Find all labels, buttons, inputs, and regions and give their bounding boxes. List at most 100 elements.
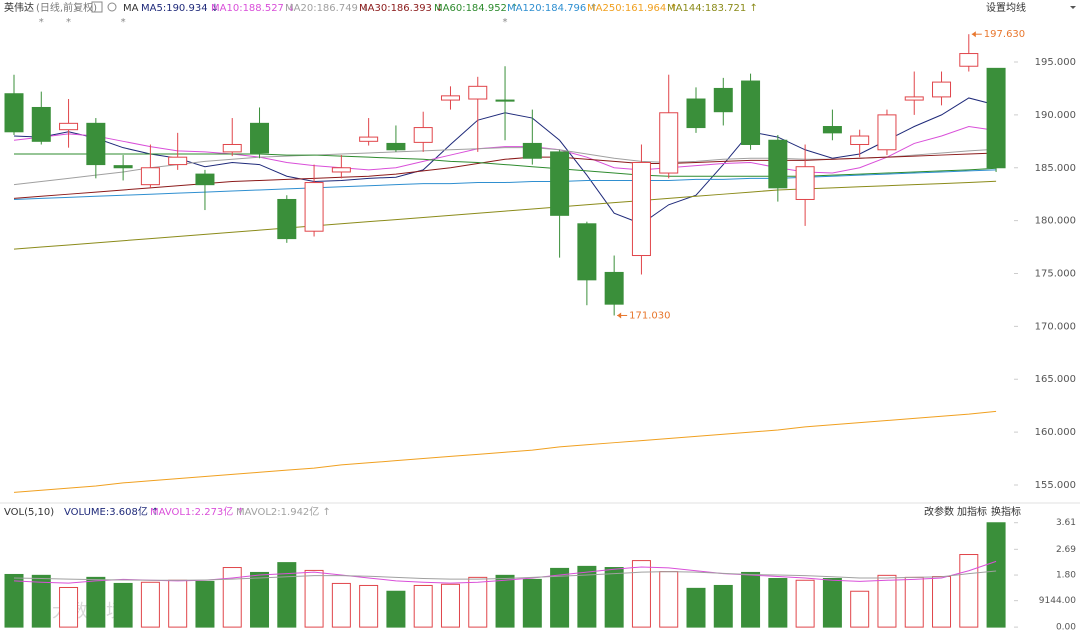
volume-bar	[822, 578, 842, 628]
volume-bar	[31, 574, 51, 628]
volume-bar	[850, 590, 870, 628]
settings-button[interactable]: 设置均线	[986, 1, 1026, 14]
volume-bar	[113, 582, 133, 628]
candle-body	[850, 135, 870, 145]
legend-entry: MA10:188.527 ↓	[211, 3, 295, 14]
volume-bar	[386, 590, 406, 628]
candle-body	[577, 223, 597, 281]
volume-bar	[877, 574, 897, 628]
candle-body	[386, 142, 406, 151]
candle-body	[31, 106, 51, 142]
ma-line	[13, 570, 997, 581]
legend-entry: MA30:186.393 ↓	[359, 3, 443, 14]
volume-label: VOLUME:3.608亿 ↑	[64, 505, 159, 518]
ma-line	[13, 560, 997, 584]
legend-entry: MA20:186.749 ↓	[285, 3, 369, 14]
y-tick-label: 175.000	[1035, 268, 1076, 279]
candle-body	[4, 93, 24, 133]
ma-label: MA	[123, 3, 139, 14]
candle-body	[195, 173, 215, 186]
annotation-label: 171.030	[629, 310, 670, 321]
candle-body	[59, 122, 79, 131]
candle-body	[140, 167, 160, 186]
volume-bar	[4, 573, 24, 628]
legend-entry: MA60:184.952 ↑	[434, 3, 518, 14]
y-tick-label: 170.000	[1035, 321, 1076, 332]
volume-bar	[168, 579, 188, 628]
button[interactable]: 加指标	[957, 505, 987, 518]
candle-body	[168, 156, 188, 166]
candle-body	[550, 151, 570, 216]
candle-body	[932, 81, 952, 98]
volume-bar	[550, 567, 570, 628]
candle-body	[959, 53, 979, 67]
candle-body	[522, 142, 542, 159]
candle-body	[741, 80, 761, 145]
annotation-arrow-head	[971, 31, 976, 38]
volume-bar	[713, 584, 733, 628]
volume-bar	[604, 567, 624, 628]
volume-bar	[631, 560, 651, 628]
volume-title: VOL(5,10)	[4, 507, 54, 518]
legend-entry: MA250:161.964 ↑	[587, 3, 678, 14]
candle-body	[359, 136, 379, 142]
volume-bar	[986, 522, 1006, 628]
legend-entry: MA144:183.721 ↑	[667, 3, 758, 14]
volume-bar	[413, 584, 433, 628]
y-tick-label: 2.69	[1056, 545, 1076, 555]
ma-line	[13, 152, 997, 199]
volume-bar	[277, 562, 297, 628]
y-tick-label: 190.000	[1035, 110, 1076, 121]
candle-body	[113, 165, 133, 169]
volume-bar	[932, 575, 952, 628]
candle-body	[877, 114, 897, 151]
candle-body	[495, 99, 515, 102]
volume-bar	[140, 581, 160, 628]
annotation-arrow-head	[617, 312, 622, 319]
y-tick-label: 3.61	[1056, 518, 1076, 528]
volume-bar	[440, 583, 460, 628]
volume-bar	[59, 586, 79, 628]
dropdown-arrow[interactable]	[1070, 6, 1076, 9]
top-marker: *	[39, 17, 44, 28]
candle-body	[631, 161, 651, 257]
y-tick-label: 180.000	[1035, 216, 1076, 227]
volume-bar	[250, 571, 270, 628]
candle-body	[468, 85, 488, 100]
chart-subtitle: (日线,前复权)	[36, 1, 97, 14]
top-marker: *	[66, 17, 71, 28]
candle-body	[986, 67, 1006, 169]
y-tick-label: 155.000	[1035, 480, 1076, 491]
y-tick-label: 195.000	[1035, 57, 1076, 68]
ma-line	[13, 180, 997, 250]
top-marker: *	[503, 17, 508, 28]
volume-bar	[468, 576, 488, 628]
volume-bar	[959, 554, 979, 628]
gear-icon[interactable]	[107, 2, 117, 12]
y-tick-label: 1.80	[1056, 571, 1076, 581]
stock-name: 英伟达	[4, 1, 34, 14]
candle-body	[822, 126, 842, 134]
candle-body	[904, 96, 924, 101]
candle-body	[604, 271, 624, 305]
volume-bar	[522, 578, 542, 628]
legend-entry: MAVOL1:2.273亿 ↑	[150, 505, 245, 518]
button[interactable]: 改参数	[924, 505, 954, 518]
volume-bar	[577, 565, 597, 628]
top-marker: *	[121, 17, 126, 28]
candle-body	[768, 139, 788, 189]
ma-line	[13, 169, 997, 200]
candle-body	[277, 198, 297, 240]
button[interactable]: 换指标	[991, 505, 1021, 518]
candle-body	[795, 166, 815, 200]
volume-bar	[795, 579, 815, 628]
volume-bar	[495, 574, 515, 628]
toggle-icon[interactable]	[91, 1, 103, 13]
volume-bar	[304, 569, 324, 628]
volume-bar	[86, 576, 106, 628]
candle-body	[659, 112, 679, 174]
y-tick-label: 165.000	[1035, 374, 1076, 385]
volume-bar	[768, 578, 788, 628]
